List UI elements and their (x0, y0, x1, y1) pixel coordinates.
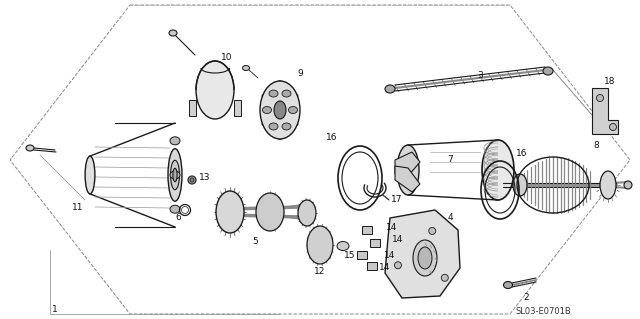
Polygon shape (234, 100, 241, 116)
Text: 14: 14 (392, 235, 404, 244)
Text: 11: 11 (72, 203, 84, 211)
Ellipse shape (385, 85, 395, 93)
Text: 3: 3 (477, 71, 483, 80)
Text: 8: 8 (593, 140, 599, 150)
Ellipse shape (26, 145, 34, 151)
Ellipse shape (196, 61, 234, 119)
Ellipse shape (256, 193, 284, 231)
Ellipse shape (269, 90, 278, 97)
Text: 16: 16 (516, 150, 528, 159)
Ellipse shape (418, 247, 432, 269)
Ellipse shape (624, 181, 632, 189)
Ellipse shape (504, 281, 513, 288)
Text: 14: 14 (387, 222, 397, 232)
Text: 4: 4 (447, 213, 453, 222)
Text: 18: 18 (604, 78, 616, 86)
Text: 17: 17 (391, 196, 403, 204)
Ellipse shape (260, 81, 300, 139)
Ellipse shape (482, 140, 514, 200)
Ellipse shape (170, 160, 179, 190)
Ellipse shape (173, 168, 177, 182)
Ellipse shape (262, 107, 271, 114)
Ellipse shape (243, 65, 250, 70)
Ellipse shape (170, 205, 180, 213)
Text: 12: 12 (314, 266, 326, 276)
Ellipse shape (216, 191, 244, 233)
Ellipse shape (298, 200, 316, 226)
Ellipse shape (282, 123, 291, 130)
Ellipse shape (169, 30, 177, 36)
Text: 6: 6 (175, 213, 181, 222)
Ellipse shape (269, 123, 278, 130)
Text: 1: 1 (52, 306, 58, 315)
Ellipse shape (600, 171, 616, 199)
Ellipse shape (337, 241, 349, 250)
Polygon shape (367, 262, 377, 270)
Ellipse shape (413, 240, 437, 276)
Polygon shape (385, 210, 460, 298)
Text: 10: 10 (221, 54, 233, 63)
Text: 5: 5 (252, 238, 258, 247)
Ellipse shape (85, 156, 95, 194)
Text: 14: 14 (384, 250, 396, 259)
Text: SL03-E0701B: SL03-E0701B (515, 308, 571, 316)
Ellipse shape (307, 226, 333, 264)
Text: 2: 2 (523, 293, 529, 301)
Ellipse shape (442, 274, 448, 281)
Ellipse shape (596, 94, 604, 101)
Ellipse shape (397, 145, 419, 195)
Text: 9: 9 (297, 70, 303, 78)
Ellipse shape (282, 90, 291, 97)
Ellipse shape (190, 178, 194, 182)
Ellipse shape (289, 107, 298, 114)
Ellipse shape (170, 137, 180, 145)
Ellipse shape (188, 176, 196, 184)
Ellipse shape (168, 149, 182, 201)
Polygon shape (395, 152, 420, 176)
Ellipse shape (429, 227, 436, 234)
Ellipse shape (543, 67, 553, 75)
Polygon shape (395, 166, 420, 192)
Ellipse shape (274, 101, 286, 119)
Ellipse shape (513, 174, 527, 196)
Polygon shape (592, 88, 618, 134)
Text: 7: 7 (447, 155, 453, 165)
Text: 14: 14 (380, 263, 390, 272)
Ellipse shape (394, 262, 401, 269)
Ellipse shape (170, 171, 180, 179)
Text: 16: 16 (326, 133, 338, 143)
Text: 13: 13 (199, 174, 211, 182)
Polygon shape (370, 239, 380, 247)
Polygon shape (362, 226, 372, 234)
Ellipse shape (609, 123, 616, 130)
Text: 15: 15 (344, 250, 356, 259)
Polygon shape (189, 100, 196, 116)
Polygon shape (357, 251, 367, 259)
